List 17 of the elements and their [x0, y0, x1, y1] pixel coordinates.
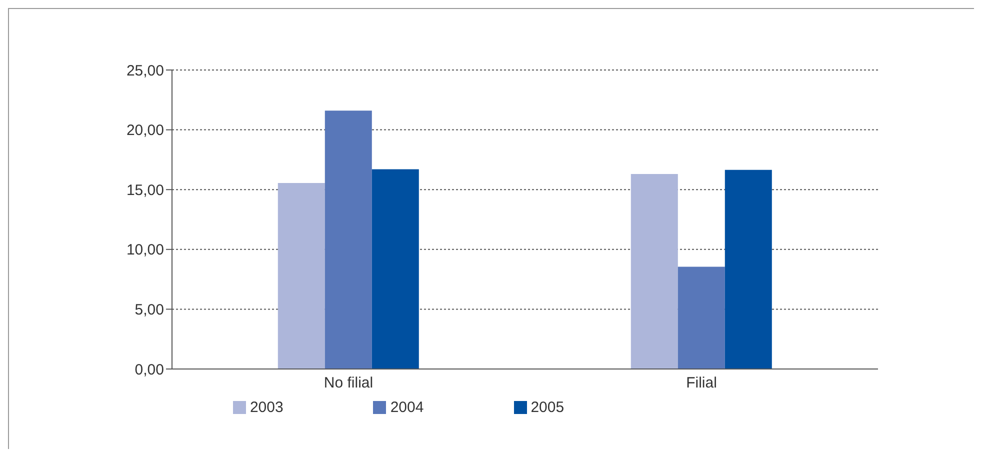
bar — [724, 170, 772, 369]
legend-label: 2005 — [530, 399, 564, 416]
y-tick-label: 10,00 — [126, 242, 164, 259]
x-tick-label: No filial — [324, 374, 374, 392]
x-tick-label: Filial — [686, 374, 717, 392]
bar — [372, 169, 419, 369]
y-tick-label: 20,00 — [126, 122, 164, 140]
bar — [324, 110, 372, 369]
y-tick-label: 15,00 — [126, 182, 164, 199]
y-tick-label: 0,00 — [134, 361, 164, 378]
bar — [630, 174, 678, 369]
y-tick-label: 5,00 — [134, 302, 164, 319]
bar — [678, 266, 725, 369]
bar — [278, 183, 325, 369]
legend-label: 2004 — [390, 399, 424, 416]
legend-label: 2003 — [250, 399, 284, 416]
y-tick-label: 25,00 — [126, 62, 164, 80]
